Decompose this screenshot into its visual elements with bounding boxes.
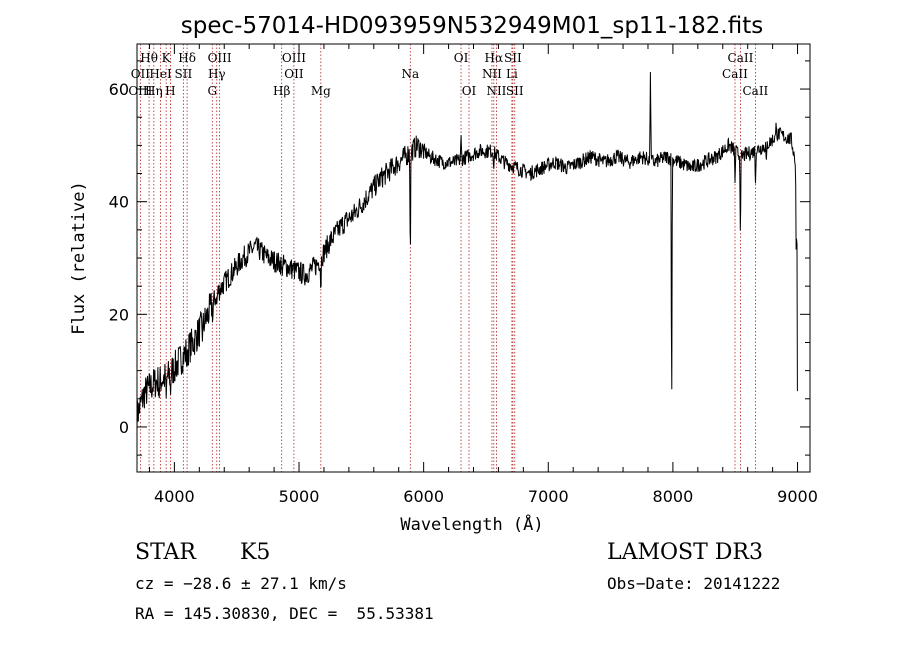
line-label: H bbox=[165, 84, 175, 98]
line-label: SII bbox=[506, 84, 524, 98]
line-label: OI bbox=[462, 84, 477, 98]
chart-title: spec-57014-HD093959N532949M01_sp11-182.f… bbox=[181, 13, 763, 39]
line-label: OIII bbox=[282, 51, 306, 65]
line-label: Hδ bbox=[178, 51, 196, 65]
line-label: CaII bbox=[728, 51, 754, 65]
x-tick-label: 6000 bbox=[403, 487, 444, 506]
spectrum-line bbox=[136, 71, 798, 433]
line-label: Hθ bbox=[140, 51, 158, 65]
line-label: CaII bbox=[742, 84, 768, 98]
line-label: Hγ bbox=[208, 67, 226, 81]
y-tick-label: 0 bbox=[119, 418, 129, 437]
line-label: OIII bbox=[208, 51, 232, 65]
line-label: Hη bbox=[145, 84, 163, 98]
x-tick-label: 4000 bbox=[154, 487, 195, 506]
y-axis-ticks: 0 20 40 60 bbox=[109, 60, 810, 456]
coordinates: RA = 145.30830, DEC = 55.53381 bbox=[135, 604, 434, 623]
line-label: Mg bbox=[311, 84, 331, 98]
object-type: STAR bbox=[135, 540, 196, 565]
line-label: NII bbox=[486, 84, 506, 98]
line-label: OIII bbox=[128, 84, 152, 98]
line-label: NII bbox=[482, 67, 502, 81]
x-tick-label: 9000 bbox=[777, 487, 818, 506]
redshift-velocity: cz = −28.6 ± 27.1 km/s bbox=[135, 574, 347, 593]
line-label: Hβ bbox=[273, 84, 290, 98]
observation-date: Obs−Date: 20141222 bbox=[607, 574, 781, 593]
line-label: OI bbox=[454, 51, 469, 65]
line-markers bbox=[139, 44, 756, 472]
line-label: SII bbox=[175, 67, 193, 81]
x-tick-label: 7000 bbox=[528, 487, 569, 506]
line-label: G bbox=[207, 84, 217, 98]
y-axis-label: Flux (relative) bbox=[69, 181, 89, 335]
y-tick-label: 20 bbox=[109, 305, 129, 324]
y-tick-label: 60 bbox=[109, 80, 129, 99]
x-tick-label: 5000 bbox=[279, 487, 320, 506]
line-label: Hα bbox=[485, 51, 504, 65]
line-label: HeI bbox=[149, 67, 172, 81]
line-label: OII bbox=[131, 67, 151, 81]
x-tick-label: 8000 bbox=[653, 487, 694, 506]
x-axis-ticks: 4000 5000 6000 7000 8000 9000 bbox=[148, 44, 818, 506]
line-label: SII bbox=[504, 51, 522, 65]
line-label: OII bbox=[284, 67, 304, 81]
line-label: Na bbox=[401, 67, 419, 81]
line-label: CaII bbox=[722, 67, 748, 81]
spectral-subclass: K5 bbox=[240, 540, 271, 565]
y-tick-label: 40 bbox=[109, 193, 129, 212]
line-label: Li bbox=[506, 67, 518, 81]
x-axis-label: Wavelength (Å) bbox=[400, 513, 543, 535]
survey-name: LAMOST DR3 bbox=[607, 540, 763, 565]
line-label: K bbox=[162, 51, 172, 65]
